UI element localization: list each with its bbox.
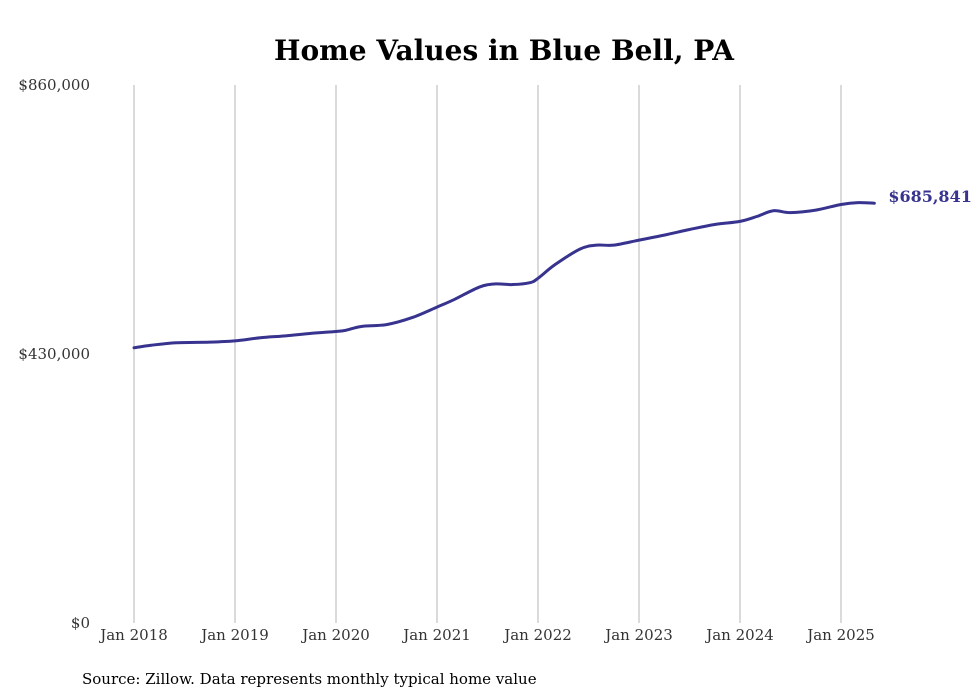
- x-tick-label: Jan 2024: [704, 626, 774, 644]
- end-value-label: $685,841: [888, 187, 972, 206]
- x-tick-label: Jan 2019: [199, 626, 269, 644]
- x-tick-label: Jan 2020: [300, 626, 370, 644]
- x-tick-label: Jan 2023: [603, 626, 673, 644]
- y-tick-label: $860,000: [18, 76, 90, 94]
- x-axis-ticks: Jan 2018 Jan 2019 Jan 2020 Jan 2021 Jan 2022…: [98, 626, 875, 644]
- series-layer: $685,841: [132, 187, 972, 350]
- y-tick-label: $430,000: [18, 345, 90, 363]
- chart-title: Home Values in Blue Bell, PA: [274, 34, 735, 67]
- y-axis-ticks: $0 $430,000 $860,000: [18, 76, 90, 632]
- x-tick-label: Jan 2018: [98, 626, 168, 644]
- series-line-0: [132, 201, 876, 350]
- y-tick-label: $0: [71, 614, 90, 632]
- x-tick-label: Jan 2025: [805, 626, 875, 644]
- x-tick-label: Jan 2022: [502, 626, 572, 644]
- grid-lines: [133, 85, 842, 623]
- x-tick-label: Jan 2021: [401, 626, 471, 644]
- source-note: Source: Zillow. Data represents monthly …: [82, 670, 537, 688]
